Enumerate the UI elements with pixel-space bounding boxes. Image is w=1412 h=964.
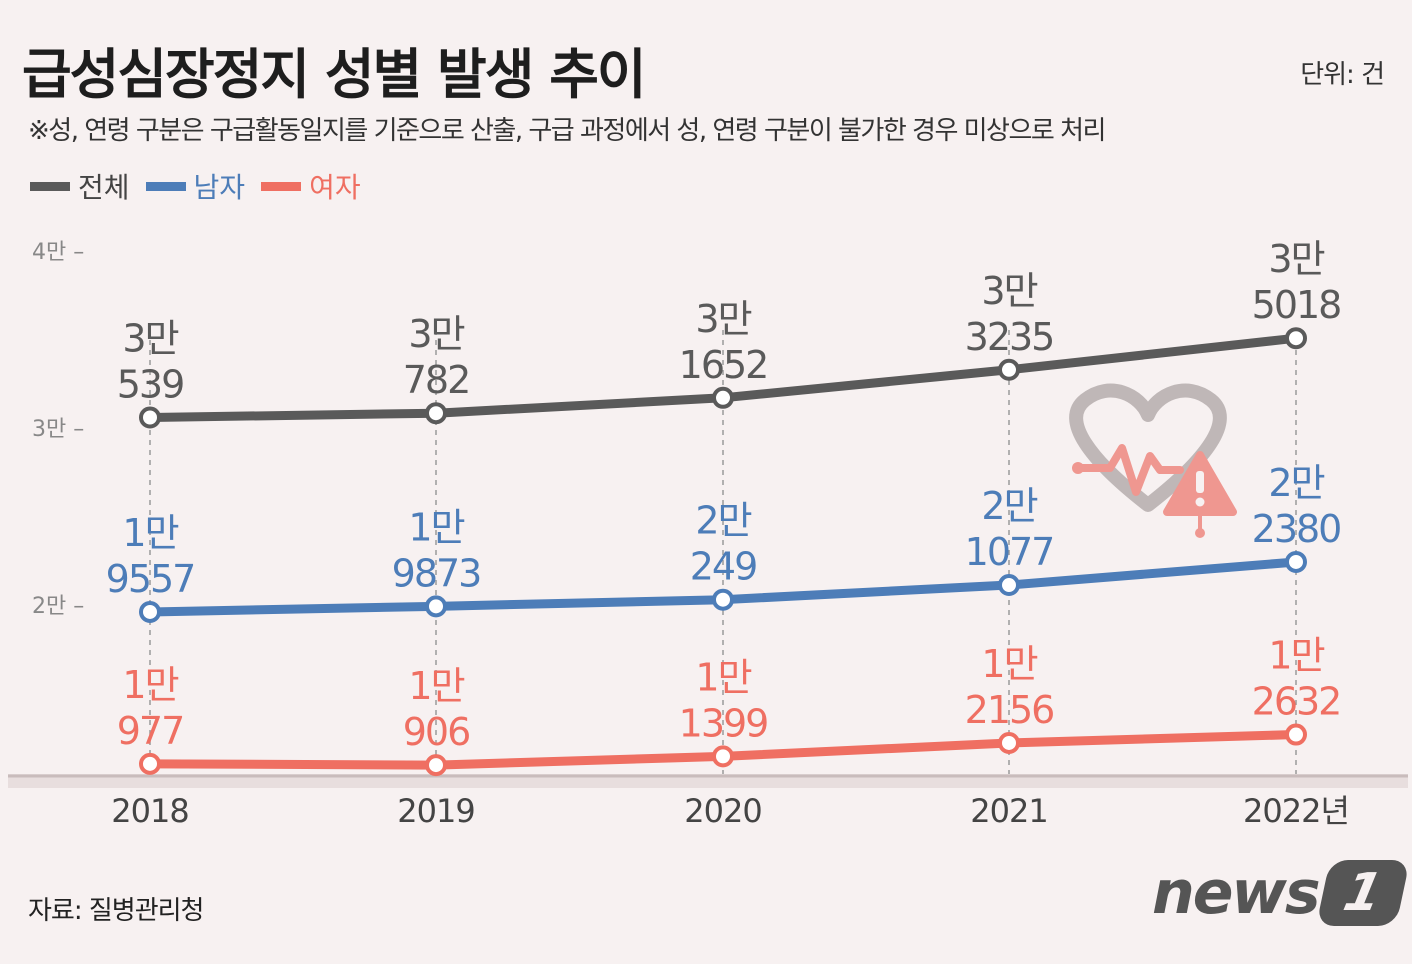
- logo-mark: 1: [1315, 860, 1410, 926]
- legend-label-total: 전체: [78, 171, 130, 204]
- data-label-bottom-1-4: 2380: [1252, 507, 1341, 551]
- logo-text: news: [1152, 858, 1321, 928]
- x-tick-label-2: 2020: [684, 792, 761, 830]
- data-label-bottom-1-2: 249: [690, 545, 757, 589]
- y-tick-label-1: 3만 –: [32, 417, 84, 442]
- data-point-0-0: [139, 406, 161, 429]
- data-label-bottom-0-3: 3235: [965, 315, 1054, 359]
- data-point-2-3: [998, 731, 1020, 754]
- legend-label-male: 남자: [193, 171, 246, 204]
- legend-swatch-male: [145, 181, 186, 191]
- data-label-top-1-4: 2만: [1268, 461, 1324, 505]
- data-point-1-3: [998, 574, 1020, 597]
- data-point-0-4: [1285, 327, 1307, 350]
- source-text: 자료: 질병관리청: [28, 896, 204, 926]
- data-label-top-0-3: 3만: [981, 269, 1037, 313]
- legend-swatch-total: [30, 181, 70, 191]
- data-label-top-0-2: 3만: [695, 297, 751, 341]
- data-point-1-2: [712, 588, 734, 611]
- legend: 전체 남자 여자: [30, 166, 361, 206]
- data-label-bottom-0-1: 782: [403, 358, 470, 402]
- data-label-bottom-1-3: 1077: [965, 530, 1054, 574]
- unit-label: 단위: 건: [1300, 60, 1385, 90]
- data-point-0-1: [425, 402, 447, 425]
- data-point-1-0: [139, 600, 161, 623]
- data-point-1-4: [1285, 550, 1307, 573]
- data-label-bottom-2-3: 2156: [965, 688, 1054, 732]
- legend-swatch-female: [261, 181, 302, 191]
- y-tick-label-2: 2만 –: [32, 594, 84, 619]
- data-label-top-2-4: 1만: [1268, 634, 1324, 678]
- heart-warning-icon: [1069, 383, 1237, 538]
- data-label-top-0-0: 3만: [122, 317, 178, 361]
- data-label-top-1-3: 2만: [981, 484, 1037, 528]
- data-label-top-0-1: 3만: [408, 312, 464, 356]
- news1-logo: news 1: [1152, 858, 1410, 928]
- legend-item-total: 전체: [30, 166, 130, 206]
- data-point-0-2: [712, 386, 734, 409]
- data-point-2-0: [139, 752, 161, 775]
- data-label-bottom-1-0: 9557: [106, 557, 195, 601]
- legend-item-female: 여자: [261, 166, 361, 206]
- data-point-1-1: [425, 595, 447, 618]
- data-label-top-2-0: 1만: [122, 663, 178, 707]
- page-title: 급성심장정지 성별 발생 추이: [22, 43, 647, 106]
- data-label-top-1-2: 2만: [695, 499, 751, 543]
- data-label-top-2-3: 1만: [981, 642, 1037, 686]
- data-label-bottom-0-0: 539: [117, 363, 184, 407]
- data-label-bottom-0-4: 5018: [1252, 283, 1341, 327]
- data-label-top-0-4: 3만: [1268, 237, 1324, 281]
- data-label-top-1-1: 1만: [408, 505, 464, 549]
- data-label-bottom-1-1: 9873: [392, 551, 481, 595]
- data-point-2-2: [712, 745, 734, 768]
- x-tick-label-0: 2018: [111, 792, 188, 830]
- data-point-2-1: [425, 754, 447, 777]
- data-label-bottom-2-2: 1399: [679, 701, 768, 745]
- footnote: ※성, 연령 구분은 구급활동일지를 기준으로 산출, 구급 과정에서 성, 연…: [28, 116, 1106, 146]
- data-label-bottom-2-0: 977: [117, 709, 184, 753]
- data-label-bottom-0-2: 1652: [679, 343, 768, 387]
- legend-item-male: 남자: [145, 166, 246, 206]
- data-label-bottom-2-1: 906: [403, 710, 470, 754]
- y-tick-label-0: 4만 –: [32, 240, 84, 265]
- data-point-2-4: [1285, 723, 1307, 746]
- x-tick-label-1: 2019: [397, 792, 474, 830]
- x-tick-label-3: 2021: [970, 792, 1047, 830]
- legend-label-female: 여자: [309, 171, 361, 204]
- data-label-top-1-0: 1만: [122, 511, 178, 555]
- data-label-top-2-1: 1만: [408, 664, 464, 708]
- data-label-top-2-2: 1만: [695, 655, 751, 699]
- x-tick-label-4: 2022년: [1243, 792, 1349, 830]
- data-label-bottom-2-4: 2632: [1252, 680, 1341, 724]
- data-point-0-3: [998, 358, 1020, 381]
